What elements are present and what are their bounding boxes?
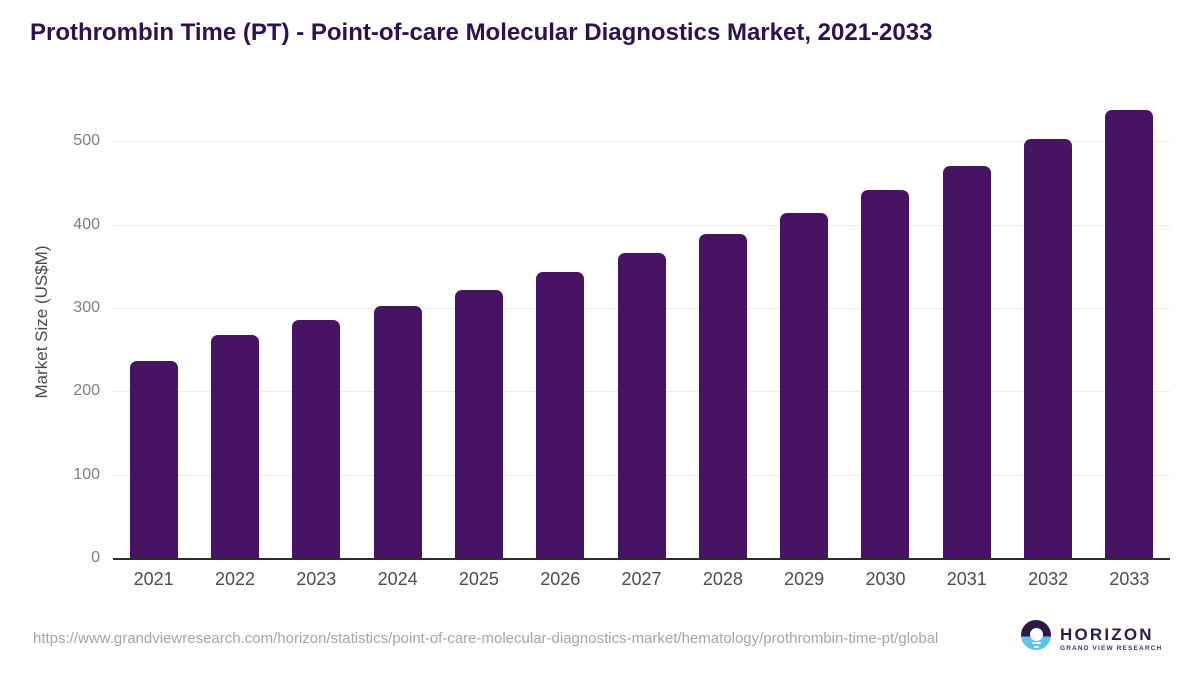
bar-2023[interactable] (292, 320, 341, 558)
horizon-logo: HORIZON GRAND VIEW RESEARCH (1021, 620, 1162, 652)
bar-slot (194, 90, 275, 558)
bar-2028[interactable] (698, 234, 747, 558)
x-tick-label-2022: 2022 (214, 569, 255, 589)
y-tick-label: 500 (73, 132, 100, 149)
logo-text-block: HORIZON GRAND VIEW RESEARCH (1060, 620, 1162, 652)
bars-container (113, 90, 1170, 558)
y-tick-label: 200 (73, 382, 100, 399)
bar-slot (520, 90, 601, 558)
bar-2031[interactable] (942, 166, 991, 558)
bar-slot (1007, 90, 1088, 558)
x-axis-tick-labels: 2021 2022 2023 2024 2025 2026 2027 2028 2029 2030… (113, 568, 1170, 590)
gridline (113, 225, 1170, 226)
bar-2029[interactable] (780, 213, 829, 558)
y-tick-label: 400 (73, 216, 100, 233)
bar-slot (845, 90, 926, 558)
logo-subtitle: GRAND VIEW RESEARCH (1060, 645, 1163, 652)
bar-2024[interactable] (373, 306, 422, 558)
x-tick-label-2031: 2031 (946, 569, 987, 589)
x-tick-label-2029: 2029 (784, 569, 825, 589)
x-tick-label-2021: 2021 (133, 569, 174, 589)
bar-2022[interactable] (210, 335, 259, 558)
bar-2027[interactable] (617, 253, 666, 558)
logo-wordmark: HORIZON (1060, 625, 1154, 644)
bar-slot (276, 90, 357, 558)
bar-2030[interactable] (861, 190, 910, 558)
sun-over-water-circle-icon (1021, 620, 1051, 650)
x-tick-label-2030: 2030 (865, 569, 906, 589)
bar-slot (113, 90, 194, 558)
bar-2032[interactable] (1024, 139, 1073, 558)
x-tick-label-2033: 2033 (1109, 569, 1150, 589)
bar-2033[interactable] (1105, 110, 1154, 558)
x-tick-label-2032: 2032 (1028, 569, 1069, 589)
bar-slot (438, 90, 519, 558)
x-tick-label-2026: 2026 (540, 569, 581, 589)
x-tick-label-2023: 2023 (296, 569, 337, 589)
bar-slot (601, 90, 682, 558)
bar-2026[interactable] (536, 272, 585, 558)
source-url: https://www.grandviewresearch.com/horizo… (33, 630, 939, 647)
bar-slot (926, 90, 1007, 558)
y-tick-label: 300 (73, 299, 100, 316)
x-tick-label-2024: 2024 (377, 569, 418, 589)
x-tick-label-2025: 2025 (458, 569, 499, 589)
bar-2021[interactable] (129, 361, 178, 558)
bar-slot (764, 90, 845, 558)
bar-slot (357, 90, 438, 558)
bar-slot (1089, 90, 1170, 558)
sun-shape (1029, 627, 1043, 641)
y-tick-label: 100 (73, 466, 100, 483)
bar-slot (682, 90, 763, 558)
x-tick-label-2027: 2027 (621, 569, 662, 589)
chart-title: Prothrombin Time (PT) - Point-of-care Mo… (30, 19, 933, 46)
gridline (113, 141, 1170, 142)
bar-2025[interactable] (454, 290, 503, 558)
water-reflection-line (1033, 645, 1039, 648)
water-reflection-line (1031, 642, 1041, 644)
x-tick-label-2028: 2028 (702, 569, 743, 589)
y-axis-title: Market Size (US$M) (32, 245, 51, 399)
y-tick-label: 0 (91, 549, 100, 566)
x-axis-line (113, 558, 1170, 560)
